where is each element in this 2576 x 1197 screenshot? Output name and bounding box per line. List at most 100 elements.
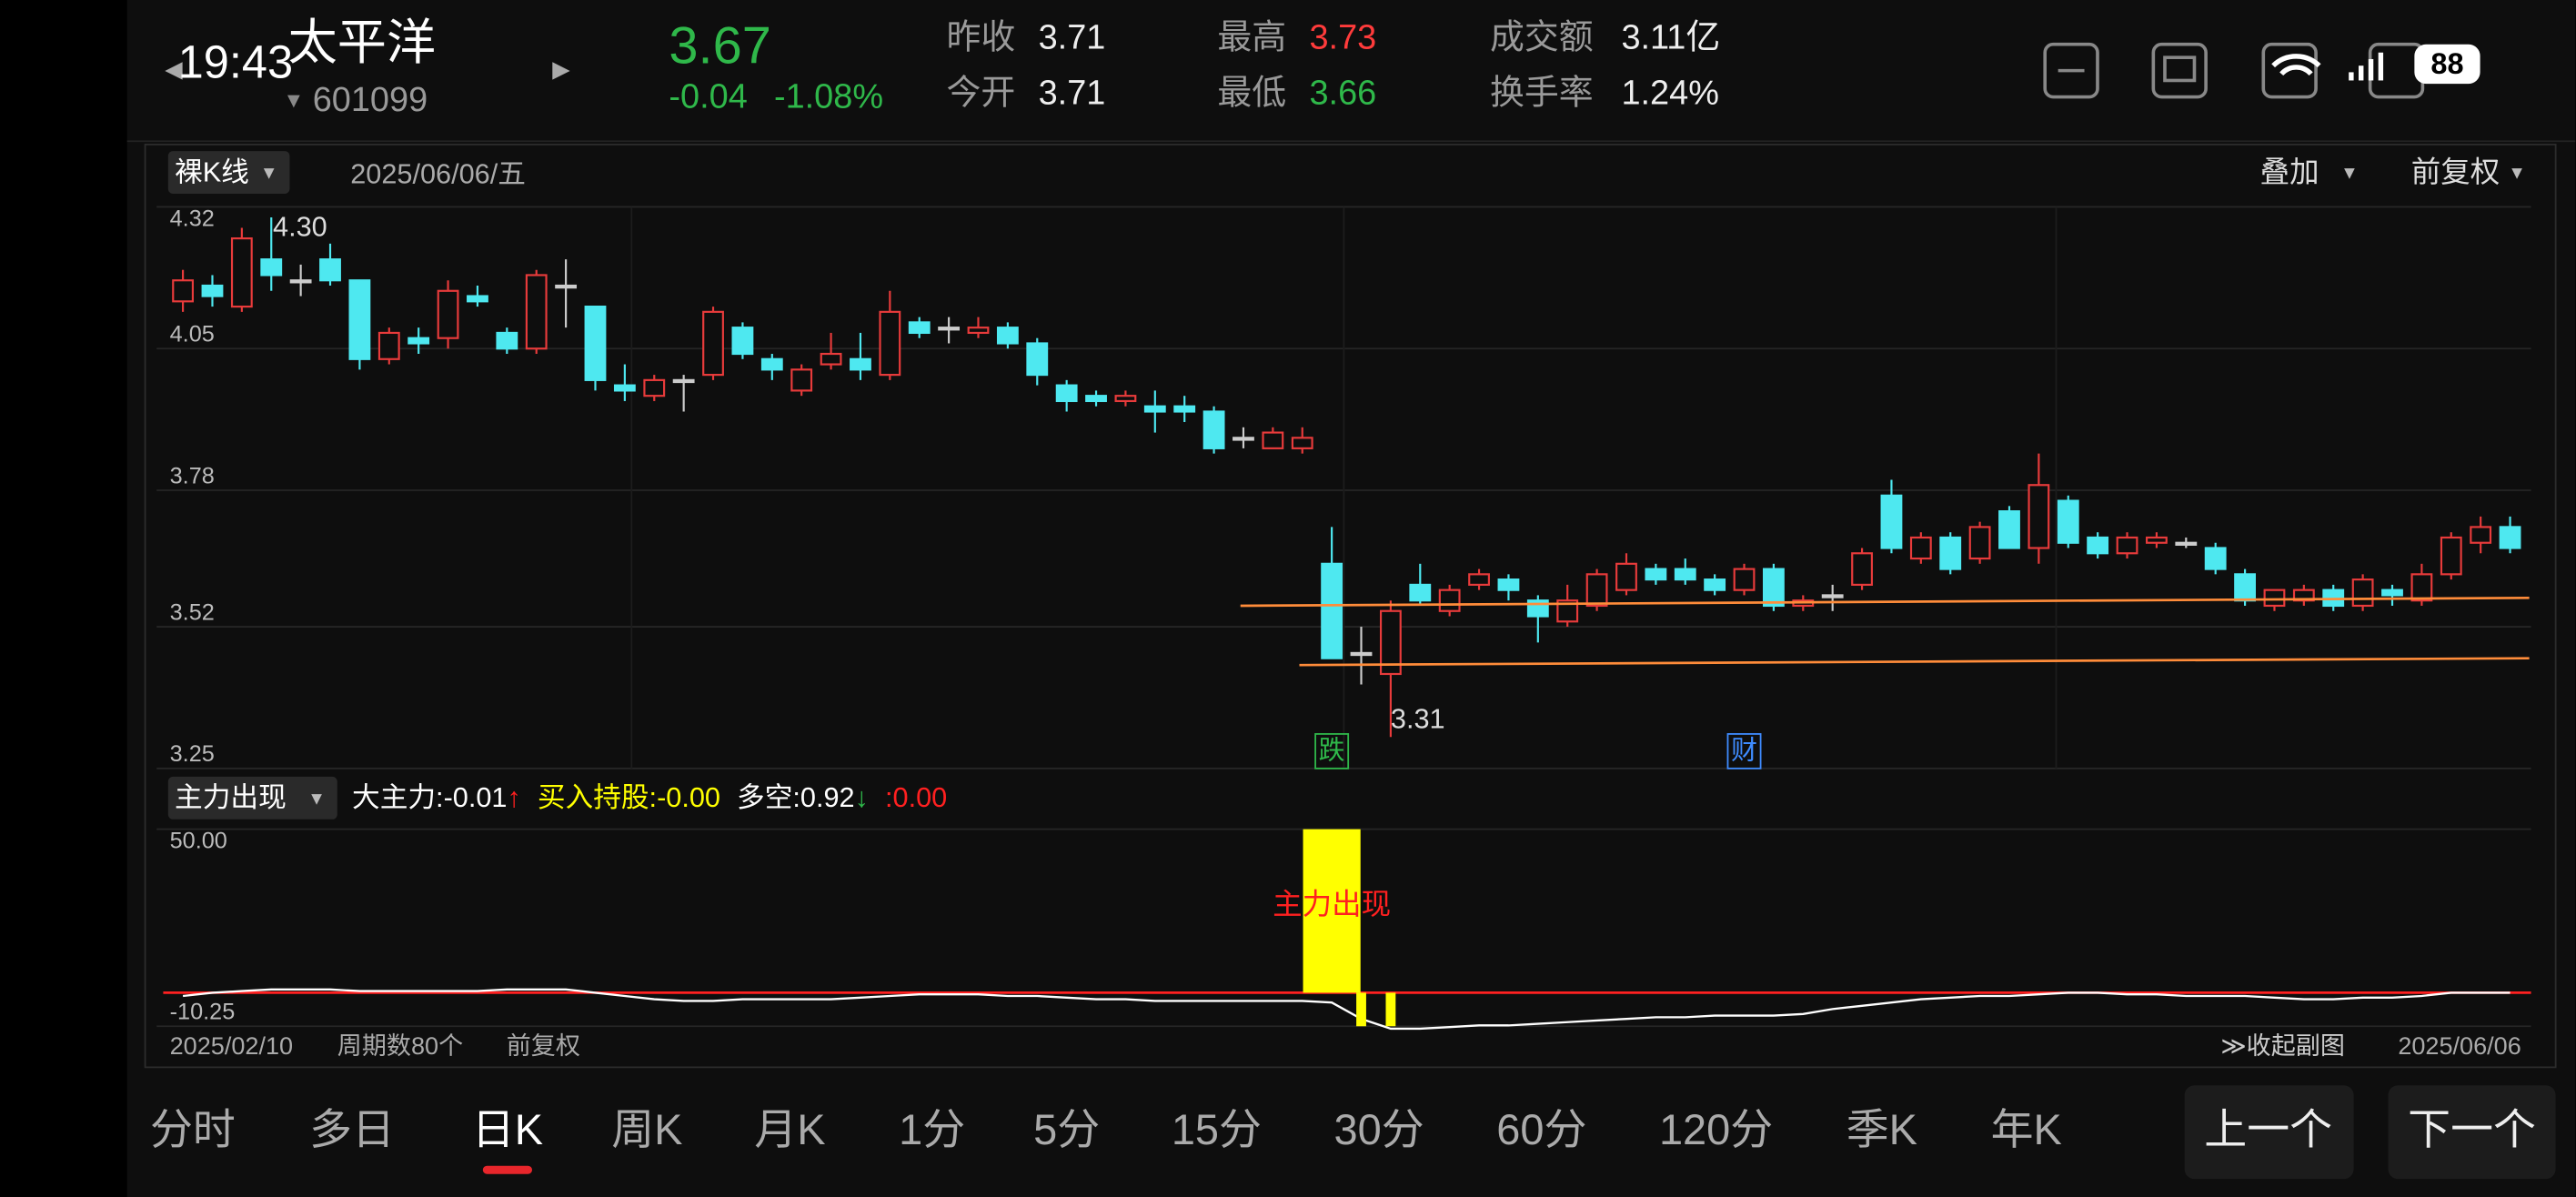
dropdown-arrow: ▼ [260,164,278,184]
candle-body [1615,562,1637,591]
candle-body [1379,609,1402,676]
event-marker-box[interactable] [1726,733,1762,770]
candle-body [1497,578,1520,591]
candle-body [702,310,724,377]
candle-body [820,352,842,366]
next-button-bg[interactable] [2388,1085,2556,1180]
period-tab[interactable]: 30分 [1334,1106,1424,1153]
period-count: 周期数80个 [337,1031,463,1060]
overlay-button[interactable]: 叠加 [2260,156,2319,188]
battery-icon [2414,44,2480,85]
candle-body [850,357,871,371]
period-tab[interactable]: 季K [1846,1106,1917,1153]
indicator-button[interactable] [167,776,337,820]
current-date: 2025/06/06/五 [350,157,526,189]
share-icon[interactable] [2261,42,2318,99]
candle-body [2116,536,2138,555]
legend-name: 大主力 [352,781,436,813]
legend-value: :0.00 [885,781,947,813]
period-tab[interactable]: 60分 [1496,1106,1586,1153]
candle-body [1438,588,1461,612]
app-background [126,0,2576,1197]
candle-body [1733,568,1756,591]
stat-value: 3.73 [1309,18,1376,56]
next-button[interactable]: 下一个 [2408,1106,2536,1153]
legend-arrow: ↓ [855,781,869,813]
dropdown-arrow: ▼ [2340,164,2359,184]
code-dropdown[interactable]: ▼ [283,88,304,112]
candle-body [1821,594,1844,598]
period-tab[interactable]: 多日 [309,1106,395,1153]
candle-body [555,284,578,289]
event-marker-box[interactable] [1314,733,1350,770]
period-tab[interactable]: 15分 [1172,1106,1262,1153]
kline-mode[interactable]: 裸K线 [175,156,249,187]
period-tab[interactable]: 年K [1991,1106,2062,1153]
candle-body [613,384,636,392]
period-tab[interactable]: 日K [472,1106,543,1153]
min-price-label: 3.31 [1391,702,1445,734]
stat-label: 换手率 [1490,75,1594,113]
candle-body [2204,547,2227,570]
candle-body [319,258,341,282]
candle-body [938,327,961,331]
candle-body [996,327,1019,345]
y-tick-label: 4.05 [170,321,215,347]
change: -0.04 [669,77,747,116]
period-tab[interactable]: 5分 [1033,1106,1100,1153]
period-tab[interactable]: 120分 [1659,1106,1773,1153]
legend-value: :0.92 [792,781,854,813]
legend-value: :-0.01 [436,781,507,813]
prev-button[interactable]: 上一个 [2204,1106,2332,1153]
candle-body [289,279,312,284]
candle-body [1409,583,1432,602]
minimize-icon[interactable] [2043,42,2099,99]
candle-body [1468,573,1490,586]
prev-stock-arrow[interactable]: ◀ [165,56,183,82]
event-marker[interactable]: 财 [1731,736,1757,765]
period-tab[interactable]: 分时 [150,1106,236,1153]
dropdown-arrow: ▼ [2508,164,2526,184]
period-tab[interactable]: 1分 [899,1106,965,1153]
footer-adjust: 前复权 [507,1031,580,1060]
candle-body [790,368,813,392]
candle-body [1880,494,1903,549]
candle-body [1350,651,1373,657]
candle-body [584,306,607,381]
candle-body [1202,410,1225,449]
period-tab[interactable]: 月K [754,1106,825,1153]
price: 3.67 [669,16,770,75]
period-tab[interactable]: 周K [611,1106,682,1153]
end-date: 2025/06/06 [2398,1031,2521,1060]
next-stock-arrow[interactable]: ▶ [552,56,570,82]
status-time: 19:43 [178,36,293,88]
candle-body [1909,536,1932,560]
candle-body [1704,578,1726,591]
layout-icon[interactable] [2151,42,2208,99]
candle-body [1998,510,2020,549]
wifi-icon [2271,54,2321,76]
y-tick-label: -10.25 [170,999,236,1024]
collapse-subchart[interactable]: ≫收起副图 [2220,1031,2345,1060]
candle-body [1085,395,1107,403]
candle-body [2351,578,2374,608]
kline-mode-button[interactable] [167,151,290,195]
prev-button-bg[interactable] [2184,1085,2354,1180]
indicator-line [182,988,2511,1031]
dropdown-arrow: ▼ [307,789,326,809]
stat-label: 今开 [947,75,1016,113]
candle-body [1762,568,1785,608]
candle-body [1026,342,1049,377]
candle-body [1262,431,1284,449]
legend-name: 多空 [737,781,792,813]
candle-body [1114,395,1137,403]
indicator-name[interactable]: 主力出现 [175,781,287,813]
event-marker[interactable]: 跌 [1319,736,1345,765]
y-tick-label: 50.00 [170,829,227,854]
candle-body [731,327,754,356]
signal-annotation: 主力出现 [1273,888,1391,920]
stat-label: 最高 [1217,18,1286,56]
adjust-button[interactable]: 前复权 [2411,156,2500,188]
signal-bar [1303,829,1361,993]
